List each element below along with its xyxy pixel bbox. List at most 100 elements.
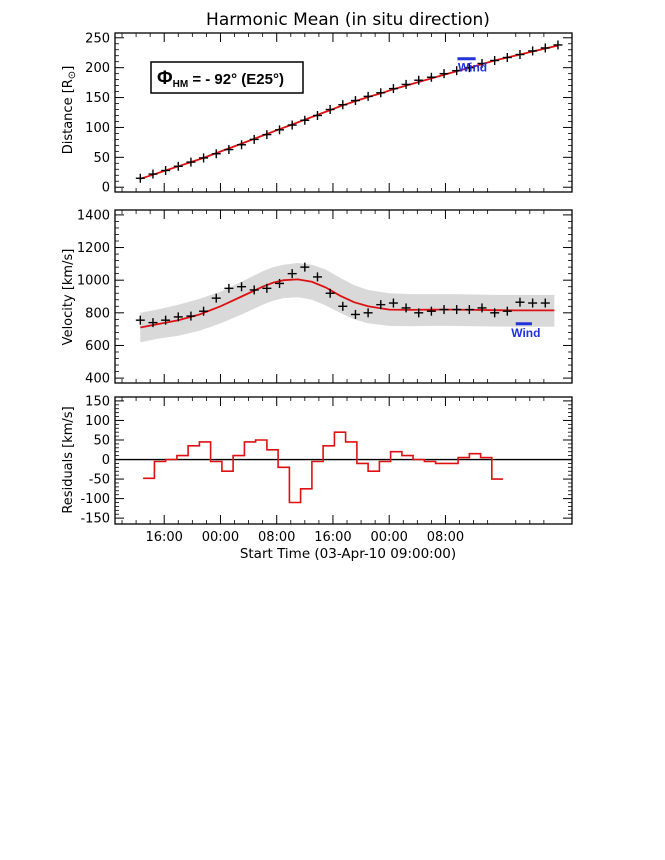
- velocity-data-point: [528, 298, 538, 308]
- residuals-ytick-label: -150: [80, 512, 110, 527]
- distance-data-point: [186, 157, 196, 167]
- distance-data-point: [287, 120, 297, 130]
- x-tick-label: 00:00: [370, 530, 407, 545]
- distance-ytick-label: 100: [85, 121, 110, 136]
- velocity-ylabel: Velocity [km/s]: [61, 249, 76, 346]
- distance-data-point: [553, 40, 563, 50]
- velocity-data-point: [540, 298, 550, 308]
- velocity-data-point: [325, 288, 335, 298]
- distance-ytick-label: 0: [102, 181, 110, 196]
- velocity-data-point: [224, 283, 234, 293]
- distance-data-point: [275, 125, 285, 135]
- phi-annotation-box: [150, 61, 304, 94]
- x-tick-label: 16:00: [145, 530, 182, 545]
- velocity-data-point: [312, 272, 322, 282]
- velocity-data-point: [262, 283, 272, 293]
- sun-symbol: ⊙: [67, 71, 78, 79]
- distance-data-point: [464, 63, 474, 73]
- velocity-points: [135, 262, 550, 328]
- velocity-data-point: [148, 318, 158, 328]
- phi-annotation-text: ΦHM = - 92° (E25°): [157, 68, 284, 90]
- velocity-data-point: [464, 305, 474, 315]
- distance-data-point: [502, 53, 512, 63]
- x-axis-label: Start Time (03-Apr-10 09:00:00): [240, 546, 456, 562]
- distance-data-point: [224, 145, 234, 155]
- phi-symbol: Φ: [157, 68, 173, 89]
- velocity-data-point: [199, 306, 209, 316]
- distance-data-point: [262, 130, 272, 140]
- velocity-axis-ticks: 400 600 800 1000 1200 1400: [77, 208, 572, 387]
- distance-fit-line: [140, 44, 559, 180]
- distance-data-point: [249, 134, 259, 144]
- velocity-data-point: [363, 308, 373, 318]
- distance-data-point: [376, 88, 386, 98]
- distance-fit-curve: [140, 44, 559, 180]
- residuals-ylabel: Residuals [km/s]: [61, 406, 76, 513]
- distance-data-point: [237, 140, 247, 150]
- distance-ylabel-end: ]: [61, 66, 76, 71]
- velocity-data-point: [388, 298, 398, 308]
- distance-data-point: [300, 115, 310, 125]
- phi-value: = - 92° (E25°): [188, 71, 284, 88]
- distance-data-point: [426, 72, 436, 82]
- x-tick-label: 08:00: [427, 530, 464, 545]
- residuals-ytick-label: 0: [102, 453, 110, 468]
- velocity-data-point: [426, 306, 436, 316]
- residuals-ytick-label: -50: [89, 473, 110, 488]
- velocity-data-point: [502, 306, 512, 316]
- velocity-data-point: [135, 315, 145, 325]
- distance-data-point: [199, 153, 209, 163]
- velocity-data-point: [414, 308, 424, 318]
- velocity-ytick-label: 600: [85, 339, 110, 354]
- distance-ytick-label: 50: [93, 151, 110, 166]
- distance-data-point: [528, 46, 538, 56]
- velocity-panel: 400 600 800 1000 1200 1400 Wind Velocity [km/…: [61, 208, 573, 387]
- velocity-ytick-label: 800: [85, 306, 110, 321]
- velocity-data-point: [477, 303, 487, 313]
- distance-ytick-label: 250: [85, 31, 110, 46]
- distance-data-point: [161, 165, 171, 175]
- distance-data-point: [401, 79, 411, 89]
- residuals-plot-frame: [114, 396, 573, 525]
- velocity-data-point: [401, 303, 411, 313]
- distance-axis-ticks: 0 50 100 150 200 250: [85, 31, 572, 196]
- velocity-data-point: [249, 285, 259, 295]
- distance-data-point: [452, 66, 462, 76]
- chart-title: Harmonic Mean (in situ direction): [206, 10, 490, 30]
- residuals-step-line: [143, 431, 504, 504]
- x-tick-label: 16:00: [314, 530, 351, 545]
- distance-data-point: [388, 84, 398, 94]
- phi-subscript: HM: [173, 79, 189, 90]
- velocity-data-point: [186, 311, 196, 321]
- distance-data-point: [338, 100, 348, 110]
- residuals-steps: [143, 431, 504, 504]
- phi-annotation: ΦHM = - 92° (E25°): [150, 61, 304, 94]
- velocity-data-point: [237, 282, 247, 292]
- distance-ylabel-main: Distance [R: [61, 79, 76, 154]
- distance-data-point: [312, 110, 322, 120]
- velocity-data-point: [287, 269, 297, 279]
- distance-data-point: [490, 55, 500, 65]
- velocity-data-point: [439, 305, 449, 315]
- velocity-data-point: [338, 301, 348, 311]
- distance-data-point: [515, 50, 525, 60]
- velocity-fit-line: [140, 278, 555, 329]
- x-tick-label: 08:00: [258, 530, 295, 545]
- x-tick-label: 00:00: [202, 530, 239, 545]
- residuals-ytick-label: 100: [85, 414, 110, 429]
- distance-plot-frame: [114, 32, 573, 193]
- velocity-data-point: [376, 300, 386, 310]
- velocity-data-point: [211, 293, 221, 303]
- velocity-wind-label: Wind: [511, 326, 540, 340]
- velocity-data-point: [490, 308, 500, 318]
- velocity-band: [140, 263, 555, 343]
- velocity-fit-curve: [140, 278, 555, 329]
- distance-points: [135, 40, 563, 183]
- distance-data-point: [135, 173, 145, 183]
- residuals-ytick-label: 50: [93, 433, 110, 448]
- distance-ytick-label: 200: [85, 61, 110, 76]
- velocity-uncertainty-band: [140, 263, 555, 343]
- distance-data-point: [173, 161, 183, 171]
